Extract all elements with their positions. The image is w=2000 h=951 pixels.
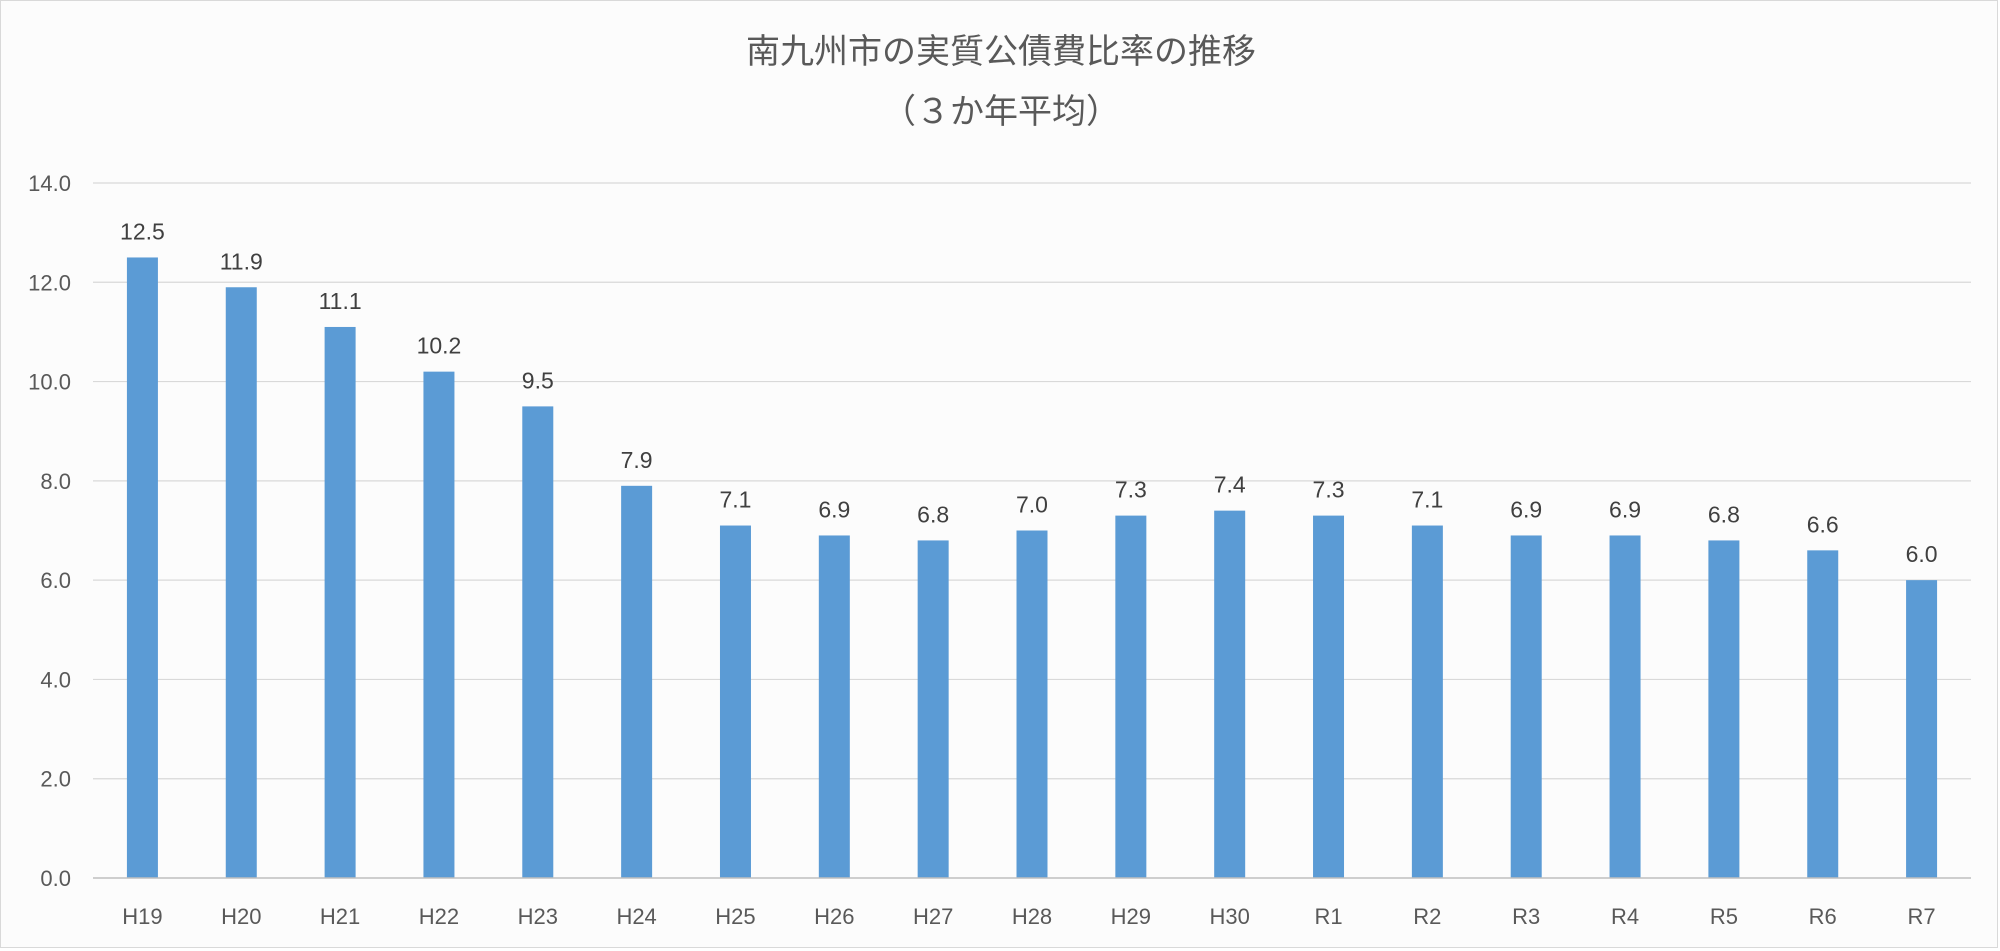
data-label: 12.5 [120, 218, 165, 244]
y-tick-label: 8.0 [40, 469, 71, 494]
data-label: 11.9 [220, 248, 263, 274]
x-tick-label: R7 [1908, 904, 1936, 929]
y-tick-label: 0.0 [40, 866, 71, 891]
bar [225, 287, 257, 878]
x-tick-label: H20 [221, 904, 261, 929]
data-label: 6.9 [1510, 496, 1542, 522]
x-tick-label: H19 [122, 904, 162, 929]
data-label: 9.5 [522, 367, 554, 393]
x-tick-label: H21 [320, 904, 360, 929]
data-label: 6.8 [1708, 501, 1740, 527]
data-label: 6.8 [917, 501, 949, 527]
y-tick-label: 6.0 [40, 568, 71, 593]
bar [423, 371, 455, 878]
bar [1708, 540, 1740, 878]
bar [126, 257, 158, 878]
x-tick-label: H22 [419, 904, 459, 929]
bar [1214, 510, 1246, 878]
x-tick-label: R6 [1809, 904, 1837, 929]
data-label: 6.9 [1609, 496, 1641, 522]
x-tick-label: H24 [616, 904, 656, 929]
data-label: 7.3 [1313, 477, 1345, 503]
bar [1115, 515, 1147, 878]
x-axis-ticks: H19 H20 H21 H22 H23 H24 H25 H26 H27 H28 H29 H30 R1 R2… [122, 904, 1935, 929]
data-label: 7.3 [1115, 477, 1147, 503]
x-tick-label: H23 [518, 904, 558, 929]
x-tick-label: H27 [913, 904, 953, 929]
bar [1510, 535, 1542, 878]
data-label: 10.2 [417, 333, 462, 359]
bar [1016, 530, 1048, 878]
bar [1906, 580, 1938, 878]
bar [818, 535, 850, 878]
bar [1411, 525, 1443, 878]
chart-subtitle: （３か年平均） [882, 92, 1120, 132]
data-label: 7.9 [621, 447, 653, 473]
bar [1807, 550, 1839, 878]
chart-title: 南九州市の実質公債費比率の推移 [746, 32, 1256, 72]
y-axis-ticks: 0.0 2.0 4.0 6.0 8.0 10.0 12.0 14.0 [28, 171, 71, 891]
data-label: 6.9 [818, 496, 850, 522]
x-tick-label: R1 [1314, 904, 1342, 929]
x-tick-label: R2 [1413, 904, 1441, 929]
bar [1313, 515, 1345, 878]
y-tick-label: 14.0 [28, 171, 71, 196]
data-label: 7.4 [1214, 472, 1246, 498]
data-label: 7.1 [719, 487, 751, 513]
x-tick-label: R3 [1512, 904, 1540, 929]
bar [1609, 535, 1641, 878]
bar [917, 540, 949, 878]
x-tick-label: H28 [1012, 904, 1052, 929]
data-label: 7.0 [1016, 492, 1048, 518]
x-tick-label: H26 [814, 904, 854, 929]
x-tick-label: R4 [1611, 904, 1639, 929]
bar [324, 326, 356, 878]
x-tick-label: H30 [1210, 904, 1250, 929]
data-label: 11.1 [319, 288, 362, 314]
data-label: 6.6 [1807, 511, 1839, 537]
bar [719, 525, 751, 878]
data-labels: 12.5 11.9 11.1 10.2 9.5 7.9 7.1 6.9 6.8 7.0 7.3 7.4… [120, 218, 1938, 567]
y-tick-label: 4.0 [40, 667, 71, 692]
bar-series [126, 257, 1938, 878]
x-tick-label: R5 [1710, 904, 1738, 929]
data-label: 6.0 [1906, 541, 1938, 567]
x-tick-label: H29 [1111, 904, 1151, 929]
bar [621, 485, 653, 878]
bar [522, 406, 554, 878]
y-tick-label: 12.0 [28, 270, 71, 295]
x-tick-label: H25 [715, 904, 755, 929]
data-label: 7.1 [1411, 487, 1443, 513]
y-tick-label: 2.0 [40, 767, 71, 792]
y-tick-label: 10.0 [28, 370, 71, 395]
